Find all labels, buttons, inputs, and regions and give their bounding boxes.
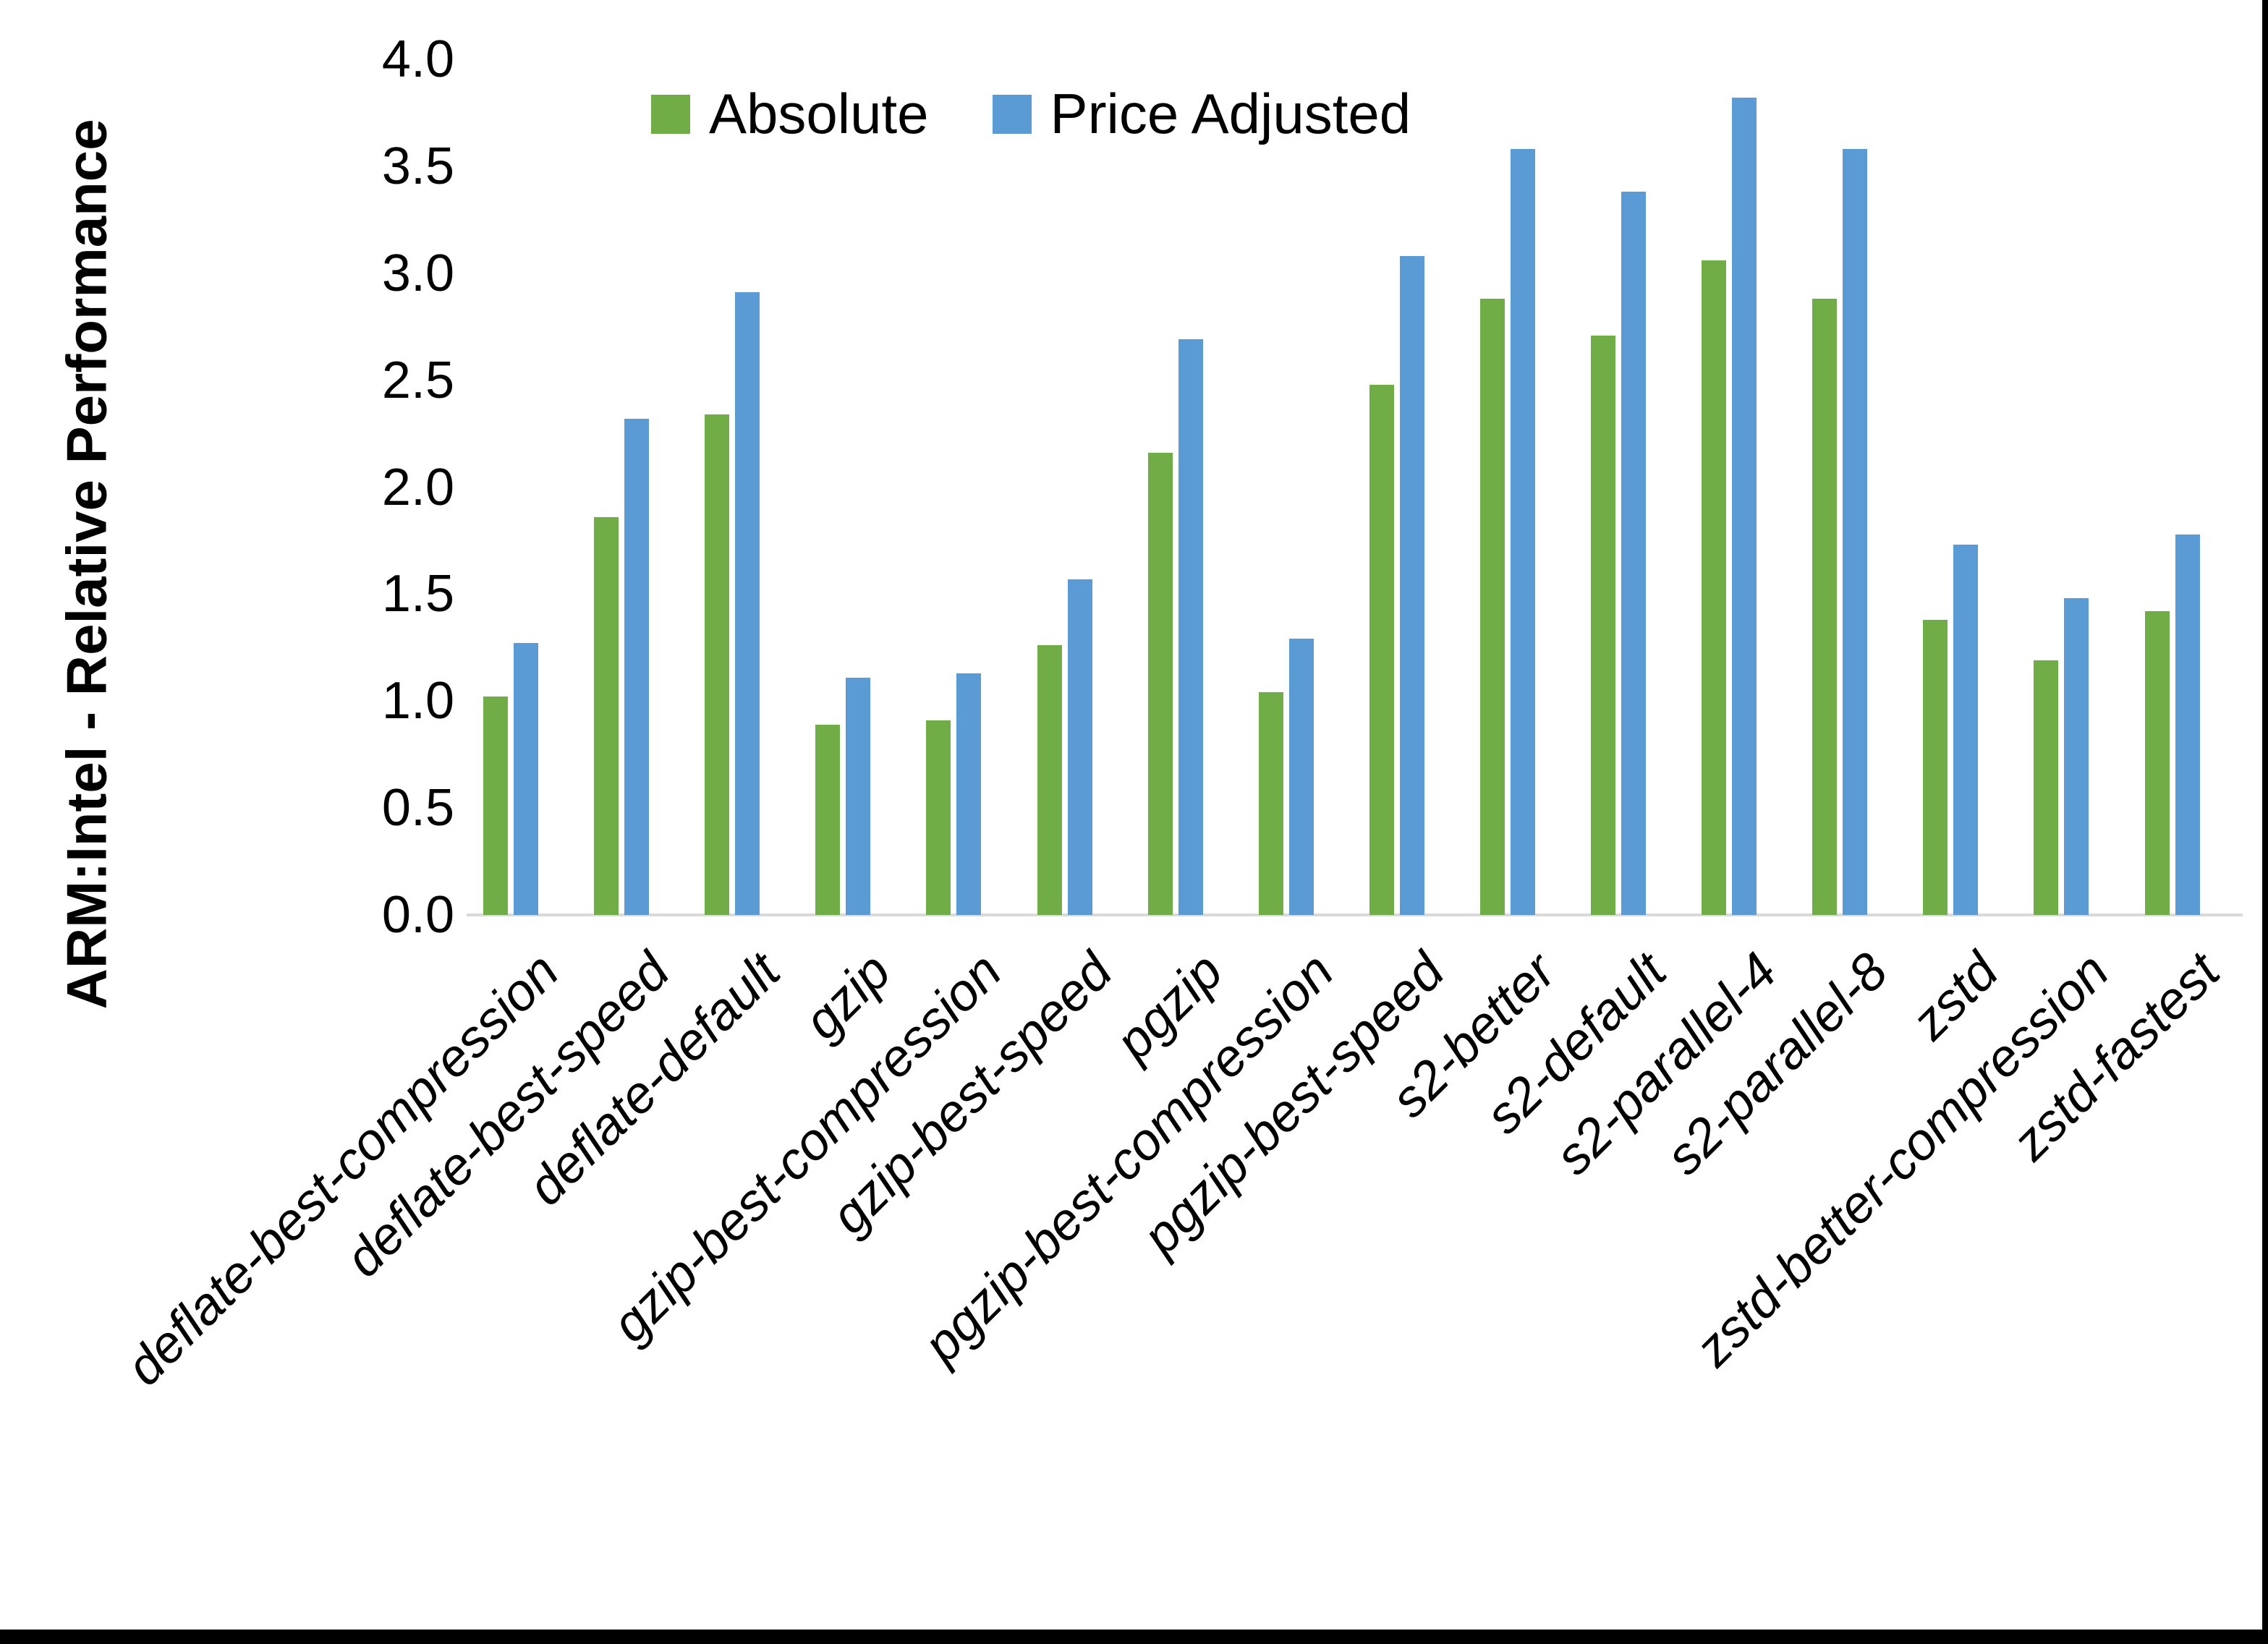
bottom-frame-bar — [0, 1630, 2268, 1644]
y-tick-label-1.0: 1.0 — [381, 672, 454, 731]
bar-price-adjusted-zstd-better-compression — [2064, 598, 2089, 915]
bar-absolute-s2-parallel-8 — [1812, 299, 1837, 915]
legend-item-price-adjusted: Price Adjusted — [992, 81, 1411, 147]
bar-price-adjusted-deflate-best-compression — [514, 643, 538, 915]
y-tick-label-1.5: 1.5 — [381, 565, 454, 623]
y-tick-label-0.5: 0.5 — [381, 779, 454, 838]
bar-price-adjusted-pgzip-best-compression — [1289, 639, 1314, 915]
x-axis-baseline — [467, 913, 2243, 916]
y-tick-label-3.5: 3.5 — [381, 137, 454, 195]
bar-absolute-deflate-best-compression — [483, 697, 508, 915]
bar-price-adjusted-deflate-best-speed — [624, 419, 649, 915]
bar-price-adjusted-zstd — [1953, 545, 1978, 915]
y-tick-label-4.0: 4.0 — [381, 30, 454, 88]
bar-absolute-deflate-default — [705, 414, 729, 915]
legend-label-price-adjusted: Price Adjusted — [1050, 82, 1411, 145]
bar-price-adjusted-deflate-default — [735, 292, 760, 915]
y-tick-label-2.0: 2.0 — [381, 458, 454, 516]
y-tick-label-0.0: 0.0 — [381, 886, 454, 944]
bar-price-adjusted-gzip-best-compression — [956, 673, 981, 915]
bar-absolute-pgzip-best-compression — [1259, 692, 1283, 915]
bar-absolute-s2-parallel-4 — [1702, 260, 1726, 915]
bar-price-adjusted-zstd-fastest — [2175, 534, 2200, 915]
bar-absolute-s2-better — [1480, 299, 1505, 915]
bar-absolute-deflate-best-speed — [594, 517, 619, 915]
legend-item-absolute: Absolute — [651, 81, 929, 147]
bar-absolute-gzip — [815, 725, 840, 915]
bar-price-adjusted-s2-parallel-4 — [1732, 98, 1757, 915]
bar-price-adjusted-s2-parallel-8 — [1843, 149, 1867, 915]
bar-price-adjusted-pgzip — [1178, 339, 1203, 915]
bar-absolute-zstd — [1923, 620, 1948, 915]
bar-absolute-pgzip — [1148, 453, 1173, 915]
y-tick-label-3.0: 3.0 — [381, 244, 454, 302]
bar-price-adjusted-s2-default — [1621, 192, 1646, 915]
y-tick-label-2.5: 2.5 — [381, 351, 454, 409]
bar-price-adjusted-gzip-best-speed — [1068, 579, 1092, 915]
right-frame-bar — [2262, 0, 2268, 1644]
legend-label-absolute: Absolute — [709, 82, 929, 145]
bar-absolute-gzip-best-compression — [926, 720, 951, 915]
bar-absolute-pgzip-best-speed — [1369, 385, 1394, 915]
bar-price-adjusted-s2-better — [1511, 149, 1535, 915]
legend-swatch-price-adjusted-icon — [992, 94, 1032, 134]
legend: Absolute Price Adjusted — [651, 81, 1411, 147]
bar-price-adjusted-gzip — [846, 678, 870, 915]
bar-absolute-gzip-best-speed — [1037, 645, 1062, 915]
legend-swatch-absolute-icon — [651, 94, 690, 134]
bar-absolute-zstd-fastest — [2145, 611, 2170, 915]
x-category-label-deflate-best-compression: deflate-best-compression — [115, 942, 570, 1397]
bar-absolute-s2-default — [1591, 336, 1615, 915]
bar-price-adjusted-pgzip-best-speed — [1400, 256, 1424, 915]
bar-absolute-zstd-better-compression — [2034, 660, 2058, 915]
